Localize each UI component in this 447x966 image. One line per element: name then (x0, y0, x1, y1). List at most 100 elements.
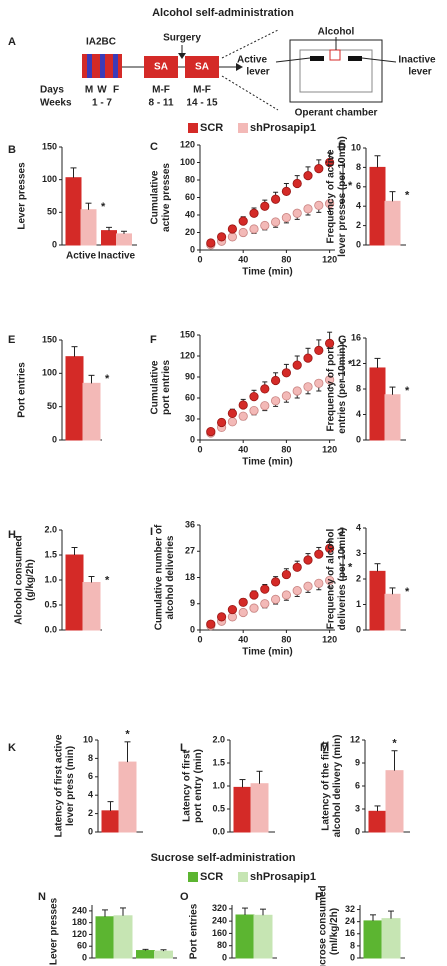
y-tick-label: 16 (351, 332, 361, 342)
y-tick-label: 90 (185, 371, 195, 381)
pointer (361, 57, 397, 63)
point (238, 400, 248, 410)
bar (368, 810, 387, 833)
panel-letter: P (315, 891, 322, 903)
panel-letter: B (8, 144, 16, 156)
y-tick-label: 0 (356, 239, 361, 249)
day: M (85, 85, 93, 96)
point (227, 417, 237, 427)
legend-swatch (188, 123, 198, 133)
point (292, 562, 302, 572)
y-tick-label: 1.5 (44, 549, 57, 559)
y-tick-label: 0 (222, 952, 227, 962)
section-title: Sucrose self-administration (151, 852, 296, 864)
point (238, 227, 248, 238)
point (314, 200, 324, 210)
x-tick-label: 80 (281, 254, 291, 264)
significance: * (101, 201, 106, 213)
y-tick-label: 9 (190, 598, 195, 608)
label-line: Sucrose consumed (317, 885, 328, 966)
point (324, 157, 335, 168)
point (249, 603, 259, 613)
bar (384, 593, 401, 631)
y-tick-label: 16 (345, 928, 355, 938)
point (292, 178, 302, 189)
y-tick-label: 20 (185, 227, 195, 237)
x-tick-label: 80 (281, 444, 291, 454)
weeks-label: Weeks (40, 98, 72, 109)
weeks: 1 - 7 (92, 98, 112, 109)
point (324, 575, 335, 586)
y-tick-label: 4 (356, 522, 361, 532)
y-tick-label: 4 (88, 790, 93, 800)
y-tick-label: 3 (355, 803, 360, 813)
legend-swatch (238, 872, 248, 882)
bar (95, 916, 115, 959)
label-line: entries (per 10min) (337, 344, 348, 433)
point (260, 384, 270, 394)
lever (348, 56, 362, 61)
x-tick-label: 0 (197, 254, 202, 264)
weeks: 14 - 15 (186, 98, 218, 109)
label-line: deliveries (per 10min) (337, 528, 348, 631)
label-line: Cumulative (149, 170, 160, 224)
bar (369, 570, 386, 631)
y-tick-label: 0.5 (212, 803, 225, 813)
x-tick-label: 80 (281, 634, 291, 644)
schematic: A IA2BC Surgery SA SA Days M W F M-F M-F… (8, 27, 436, 119)
y-axis-label: Latency of firstport entry (min) (181, 749, 204, 823)
drinking-day (87, 54, 92, 78)
label-line: Latency of first active (53, 734, 64, 837)
x-tick-label: 120 (322, 634, 337, 644)
y-tick-label: 0 (52, 434, 57, 444)
y-tick-label: 6 (355, 780, 360, 790)
label-line: Frequency of port (325, 346, 336, 432)
y-axis-label: Port entries (17, 362, 28, 418)
y-tick-label: 40 (185, 209, 195, 219)
y-axis-label: Frequency of activelever presses (per 10… (325, 136, 348, 257)
y-tick-label: 24 (345, 916, 355, 926)
y-axis-label: Frequency of alcoholdeliveries (per 10mi… (325, 528, 348, 631)
legend-label: shProsapip1 (250, 122, 316, 134)
bar (118, 761, 137, 833)
y-tick-label: 2 (356, 573, 361, 583)
point (217, 612, 227, 622)
y-tick-label: 6 (88, 771, 93, 781)
y-tick-label: 100 (42, 174, 57, 184)
point (324, 338, 335, 348)
y-tick-label: 0 (356, 624, 361, 634)
x-tick-label: 120 (322, 444, 337, 454)
panel-letter: G (338, 334, 347, 346)
x-axis-label: Time (min) (242, 267, 292, 278)
point (281, 186, 291, 196)
point (270, 217, 281, 227)
y-tick-label: 0 (190, 624, 195, 634)
point (324, 375, 335, 385)
y-tick-label: 10 (351, 142, 361, 152)
bar (363, 920, 383, 959)
x-axis-label: Time (min) (242, 647, 292, 658)
significance: * (405, 586, 410, 598)
panel-letter: I (150, 526, 153, 538)
bar (113, 915, 133, 959)
label-line: lever presses (per 10min) (337, 136, 348, 257)
point (270, 577, 281, 587)
legend-label: SCR (200, 871, 223, 883)
point (292, 586, 302, 596)
y-tick-label: 240 (212, 916, 227, 926)
legend-label: shProsapip1 (250, 871, 316, 883)
point (303, 204, 313, 214)
y-tick-label: 8 (350, 940, 355, 950)
point (292, 360, 302, 370)
significance: * (405, 190, 410, 202)
y-tick-label: 0 (52, 239, 57, 249)
point (260, 584, 270, 594)
point (206, 619, 216, 629)
point (217, 232, 227, 242)
y-tick-label: 2.0 (212, 734, 225, 744)
y-tick-label: 0 (190, 244, 195, 254)
y-tick-label: 0.0 (44, 624, 57, 634)
bar (116, 233, 132, 246)
active-lever-label: Active (237, 55, 267, 66)
sa-label: SA (195, 62, 209, 73)
